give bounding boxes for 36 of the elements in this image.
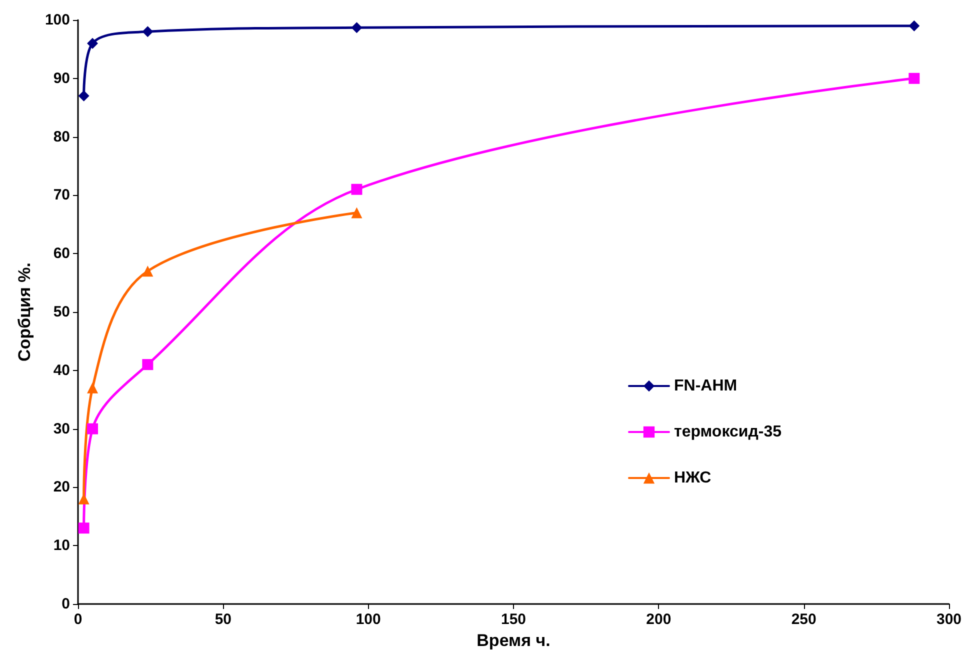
- point: [142, 359, 154, 370]
- y-tick-label: 30: [53, 420, 70, 438]
- y-tick-label: 20: [53, 478, 70, 496]
- legend-label: термоксид-35: [674, 424, 782, 440]
- point: [87, 38, 98, 49]
- point: [87, 423, 98, 434]
- y-tick-label: 100: [44, 12, 70, 28]
- x-tick-label: 300: [936, 611, 962, 628]
- x-tick-label: 250: [791, 611, 816, 628]
- point: [142, 266, 154, 277]
- legend-label: FN-АНМ: [674, 378, 738, 394]
- y-tick-label: 10: [53, 537, 70, 554]
- y-tick-label: 0: [62, 596, 70, 612]
- legend-label: НЖС: [674, 470, 712, 486]
- point: [142, 26, 154, 38]
- x-tick-label: 150: [500, 611, 526, 628]
- x-tick-label: 100: [356, 611, 381, 628]
- x-tick-label: 200: [646, 611, 672, 628]
- y-tick-label: 70: [53, 186, 70, 204]
- y-tick-label: 60: [53, 245, 70, 262]
- y-axis-title: Сорбция %.: [15, 262, 34, 362]
- point: [351, 184, 362, 195]
- y-tick-label: 80: [53, 128, 70, 146]
- point: [351, 22, 362, 34]
- point: [78, 90, 90, 102]
- point: [87, 382, 98, 394]
- point: [908, 20, 920, 32]
- point: [351, 207, 362, 218]
- y-tick-label: 40: [53, 362, 70, 379]
- y-tick-label: 90: [53, 70, 70, 87]
- point: [78, 522, 90, 534]
- x-axis-title: Время ч.: [476, 631, 550, 650]
- y-tick-label: 50: [53, 304, 70, 320]
- x-tick-label: 0: [74, 611, 82, 628]
- x-tick-label: 50: [214, 611, 232, 628]
- point: [908, 72, 920, 84]
